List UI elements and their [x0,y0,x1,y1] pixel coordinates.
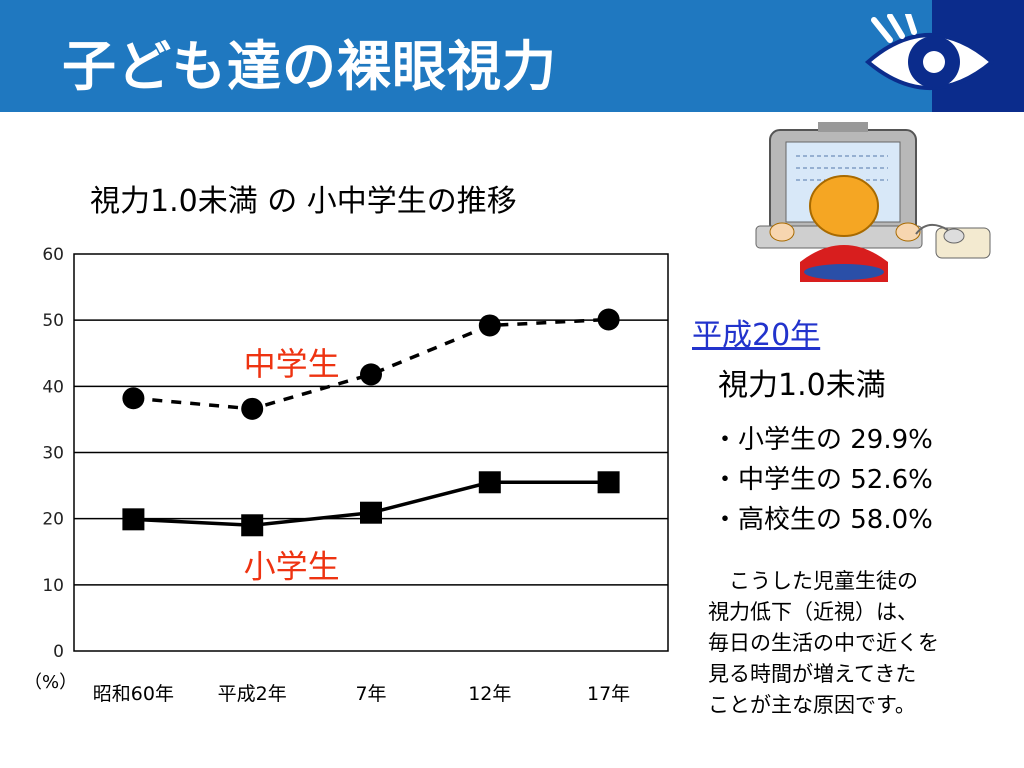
note-line: こうした児童生徒の [708,569,918,593]
y-tick-label: 10 [42,576,64,596]
chart-title: 視力1.0未満 の 小中学生の推移 [90,184,517,219]
note-line: ことが主な原因です。 [708,693,916,717]
data-point [122,508,145,531]
list-item: ・高校生の 58.0% [712,505,933,535]
list-item: ・小学生の 29.9% [712,425,933,455]
data-point [241,397,264,420]
side-list: ・小学生の 29.9% ・中学生の 52.6% ・高校生の 58.0% [712,420,933,540]
y-tick-label: 30 [42,444,64,464]
y-axis-ticks: 0 10 20 30 40 50 60 [42,245,64,662]
grid-lines [73,253,669,652]
y-tick-label: 50 [42,311,64,331]
series-line [133,317,609,411]
eye-icon [864,14,996,90]
x-tick-label: 12年 [468,683,511,705]
side-heading: 視力1.0未満 [718,368,886,403]
side-note: こうした児童生徒の 視力低下（近視）は、 毎日の生活の中で近くを 見る時間が増え… [708,566,939,721]
y-tick-label: 0 [53,642,64,662]
data-point [597,308,620,331]
list-item: ・中学生の 52.6% [712,465,933,495]
data-point [478,471,501,494]
x-tick-label: 17年 [587,683,630,705]
x-tick-label: 7年 [355,683,386,705]
data-point [597,471,620,494]
note-line: 毎日の生活の中で近くを [708,631,939,655]
y-tick-label: 20 [42,510,64,530]
series-label: 中学生 [244,345,340,383]
note-line: 見る時間が増えてきた [708,662,917,686]
child-at-computer-illustration [755,122,991,282]
data-point [478,314,501,337]
y-tick-label: 60 [42,245,64,265]
y-tick-label: 40 [42,377,64,397]
data-point [360,501,382,524]
series-label: 小学生 [244,547,340,585]
data-point [122,387,145,410]
x-tick-label: 平成2年 [218,683,287,705]
data-point [360,363,382,386]
y-axis-unit: （%） [24,672,77,693]
side-year: 平成20年 [692,318,821,353]
data-point [241,514,264,537]
x-tick-label: 昭和60年 [93,683,174,705]
x-axis-ticks: 昭和60年 平成2年 7年 12年 17年 [93,683,630,705]
note-line: 視力低下（近視）は、 [708,600,918,624]
page-title: 子ども達の裸眼視力 [62,35,557,98]
header-bar [0,0,1024,112]
series-group [122,308,620,537]
